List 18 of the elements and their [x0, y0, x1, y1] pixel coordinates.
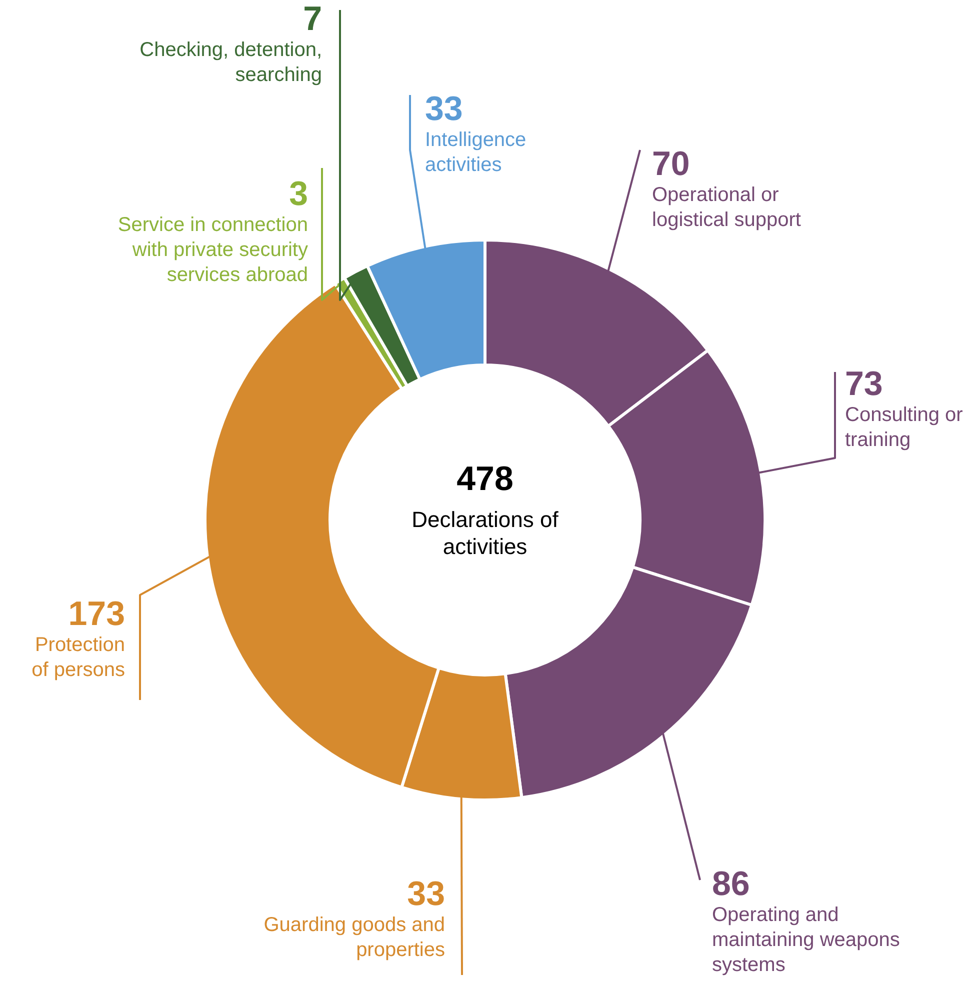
data-label: 7	[303, 0, 322, 38]
data-label: 73	[845, 365, 883, 403]
slice-label: Guarding goods and properties	[264, 914, 445, 961]
text: 478	[456, 460, 514, 498]
slice-label: Service in connection with private security services abroad	[118, 214, 308, 286]
data-label: 33	[425, 90, 463, 128]
slice-label: Operating and maintaining weapons systems	[712, 904, 900, 976]
slice-label: Operational or logistical support	[652, 184, 802, 231]
slice-label: Intelligence activities	[425, 129, 526, 176]
data-label: 86	[712, 865, 750, 903]
data-label: 70	[652, 145, 690, 183]
slice-label: Protection of persons	[32, 634, 125, 681]
data-label: 173	[68, 595, 125, 633]
slice-label: Consulting or training	[845, 404, 964, 451]
data-label: 3	[289, 175, 308, 213]
slice-label: Checking, detention, searching	[140, 39, 322, 86]
text: Declarations of activities	[412, 507, 560, 559]
data-label: 33	[407, 875, 445, 913]
